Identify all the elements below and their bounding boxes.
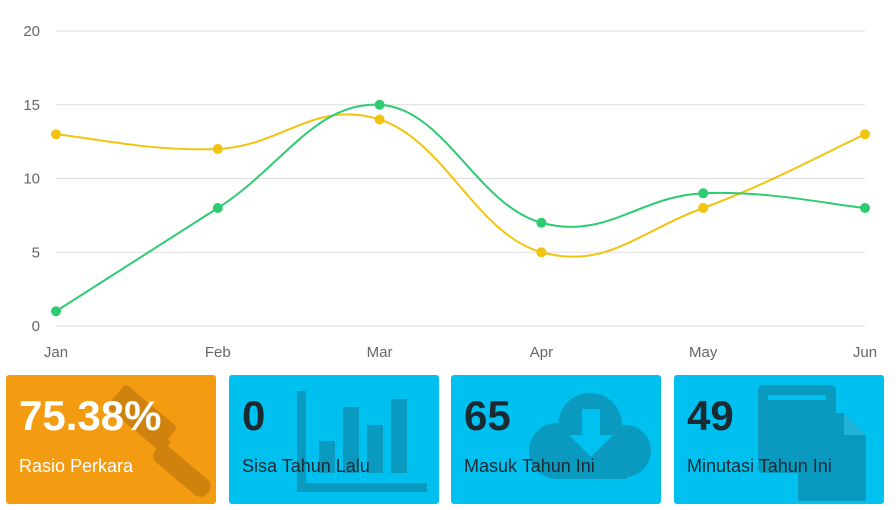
data-point[interactable] — [698, 203, 709, 213]
x-tick-label: Jan — [44, 344, 68, 361]
tile-masuk-tahun-ini[interactable]: 65 Masuk Tahun Ini — [451, 375, 661, 504]
tile-label: Masuk Tahun Ini — [464, 456, 595, 476]
data-point[interactable] — [51, 306, 61, 317]
bar-chart-icon — [297, 391, 427, 492]
tile-value: 65 — [464, 392, 511, 439]
tile-minutasi-tahun-ini[interactable]: 49 Minutasi Tahun Ini — [674, 375, 884, 504]
data-point[interactable] — [374, 114, 385, 125]
data-point[interactable] — [374, 99, 385, 110]
series-line-1 — [55, 113, 866, 258]
tile-label: Sisa Tahun Lalu — [242, 456, 370, 476]
data-point[interactable] — [536, 217, 547, 228]
tile-value: 75.38% — [19, 392, 162, 439]
data-point[interactable] — [212, 203, 223, 213]
data-point[interactable] — [698, 188, 709, 199]
data-point[interactable] — [212, 144, 223, 154]
tile-value: 49 — [687, 392, 734, 439]
gavel-icon — [107, 385, 211, 497]
tile-sisa-tahun-lalu[interactable]: 0 Sisa Tahun Lalu — [229, 375, 439, 504]
stat-tiles: 75.38% Rasio Perkara 0 Sisa Tahun Lalu — [6, 375, 890, 505]
x-tick-label: May — [689, 344, 718, 361]
tile-label: Minutasi Tahun Ini — [687, 456, 832, 476]
tile-label: Rasio Perkara — [19, 456, 134, 476]
data-point[interactable] — [860, 129, 870, 140]
data-point[interactable] — [536, 247, 547, 258]
x-tick-label: Mar — [367, 344, 393, 361]
x-tick-label: Jun — [853, 344, 877, 361]
tile-rasio-perkara[interactable]: 75.38% Rasio Perkara — [6, 375, 216, 504]
y-tick-label: 10 — [23, 171, 40, 188]
tile-value: 0 — [242, 392, 266, 439]
y-tick-label: 15 — [23, 97, 40, 114]
y-tick-label: 20 — [23, 23, 40, 40]
documents-icon — [758, 385, 866, 501]
x-tick-label: Apr — [530, 344, 553, 361]
x-tick-label: Feb — [205, 344, 231, 361]
line-chart: 0 5 10 15 20 Jan Feb Mar Apr May Jun — [23, 23, 877, 361]
data-point[interactable] — [860, 203, 870, 213]
series-line-2 — [55, 103, 866, 313]
y-tick-label: 0 — [32, 318, 40, 335]
y-tick-label: 5 — [32, 244, 40, 261]
cloud-download-icon — [529, 393, 651, 479]
data-point[interactable] — [51, 129, 61, 140]
